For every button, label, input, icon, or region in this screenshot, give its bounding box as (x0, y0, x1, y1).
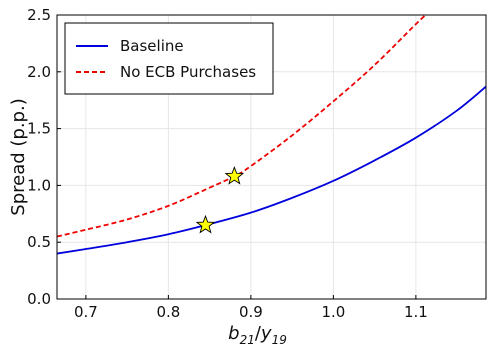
y-tick-label: 2.5 (27, 6, 51, 24)
x-tick-label: 1.0 (321, 303, 345, 321)
legend-label-no-ecb: No ECB Purchases (120, 63, 256, 81)
y-tick-label: 0.5 (27, 233, 51, 251)
ticks: 0.7 0.8 0.9 1.0 1.1 0.0 0.5 1.0 1.5 2.0 2.5 (27, 6, 428, 321)
star-marker-baseline (195, 214, 216, 234)
y-tick-label: 2.0 (27, 63, 51, 81)
x-axis-label: b21/y19 (228, 323, 287, 347)
legend-box (64, 22, 274, 95)
series-line-baseline (57, 85, 486, 255)
y-tick-label: 1.0 (27, 176, 51, 194)
y-tick-label: 1.5 (27, 120, 51, 138)
x-tick-label: 0.9 (239, 303, 263, 321)
x-tick-label: 1.1 (404, 303, 428, 321)
plot-frame (56, 14, 487, 300)
x-tick-label: 0.8 (156, 303, 180, 321)
series-group (57, 15, 486, 255)
series-line-no-ecb (57, 15, 427, 238)
legend: Baseline No ECB Purchases (64, 22, 274, 95)
y-tick-label: 0.0 (27, 290, 51, 308)
star-marker-no-ecb (224, 166, 245, 185)
y-axis-label: Spread (p.p.) (8, 98, 29, 215)
marker-group (195, 166, 245, 234)
legend-label-baseline: Baseline (120, 37, 184, 55)
x-tick-label: 0.7 (74, 303, 98, 321)
